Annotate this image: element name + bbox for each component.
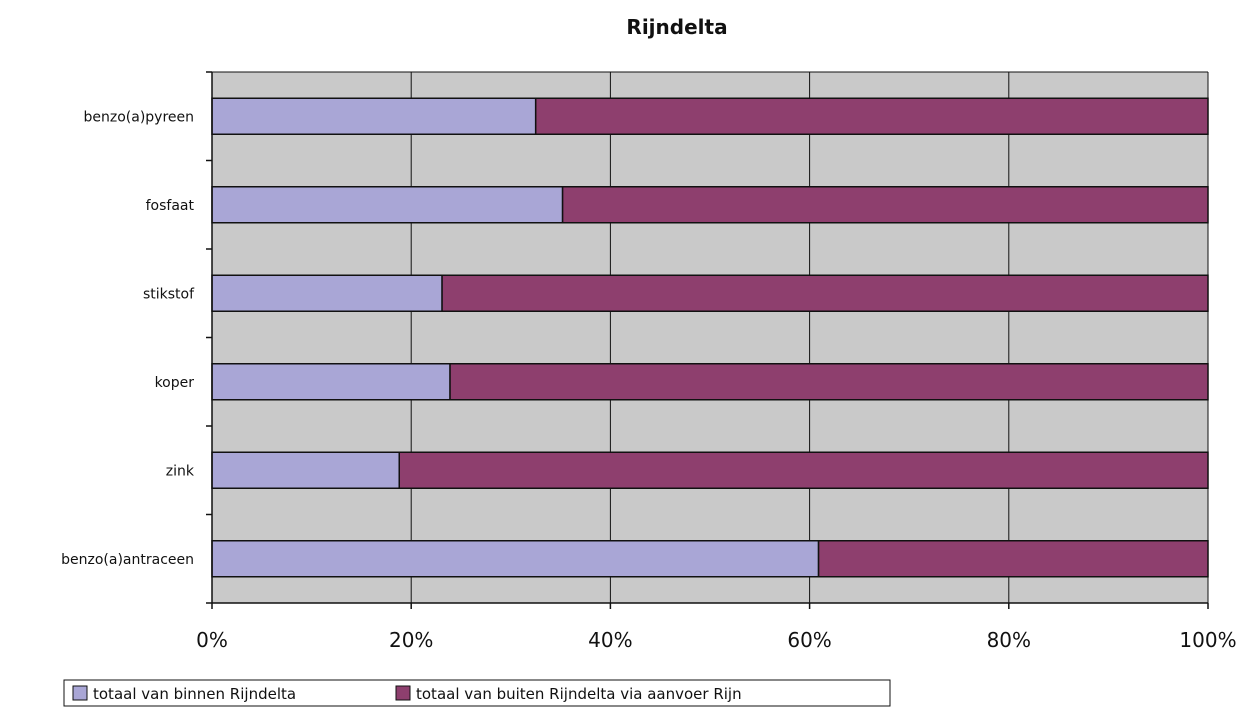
x-tick-labels: 0% 20% 40% 60% 80% 100% [196,628,1236,652]
bars [211,97,1209,578]
bar-segment-buiten [561,186,1209,224]
bar-segment-buiten [534,97,1209,135]
legend-swatch [72,685,88,701]
x-tick-label: 0% [196,628,228,652]
gridlines [211,71,1209,603]
bar-segment-buiten [449,363,1209,401]
category-label: zink [166,463,195,479]
category-label: benzo(a)pyreen [83,109,194,125]
x-tick-label: 100% [1179,628,1236,652]
x-tick-label: 80% [987,628,1031,652]
chart-title: Rijndelta [626,15,727,39]
category-label: fosfaat [146,198,195,214]
legend: totaal van binnen Rijndelta totaal van bu… [63,679,891,707]
bar-segment-binnen [211,540,820,578]
bar-segment-binnen [211,363,451,401]
bar-segment-buiten [817,540,1209,578]
bar-segment-buiten [441,274,1209,312]
bar-segment-buiten [398,451,1209,489]
legend-box [63,679,891,707]
x-tick-label: 40% [588,628,632,652]
legend-swatch [395,685,411,701]
bar-segment-binnen [211,97,537,135]
bar-segment-binnen [211,274,443,312]
bar-segment-binnen [211,186,564,224]
bar-segment-binnen [211,451,400,489]
category-labels: benzo(a)pyreen fosfaat stikstof koper zink be… [61,109,195,568]
x-tick-label: 60% [787,628,831,652]
category-label: benzo(a)antraceen [61,552,194,568]
legend-label: totaal van binnen Rijndelta [93,685,296,703]
plot-area [212,72,1208,603]
category-label: koper [155,375,195,391]
legend-label: totaal van buiten Rijndelta via aanvoer … [416,685,742,703]
category-label: stikstof [143,286,195,302]
x-tick-label: 20% [389,628,433,652]
axes [206,71,1209,609]
